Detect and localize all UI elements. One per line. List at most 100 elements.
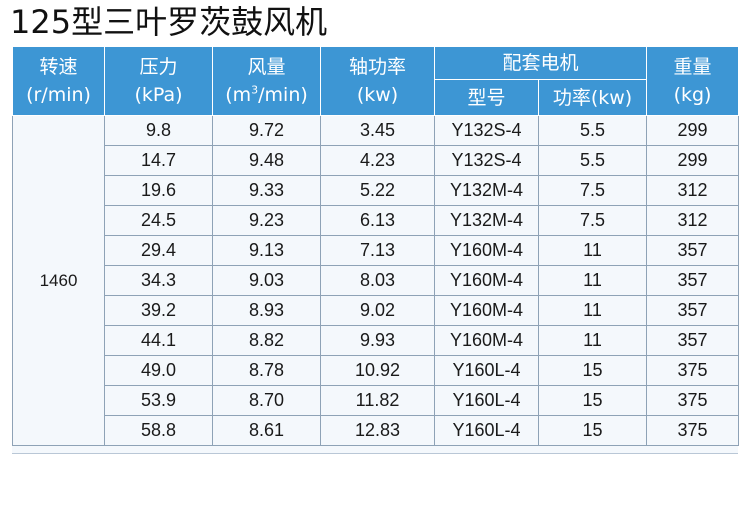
table-row: 19.6 9.33 5.22 Y132M-4 7.5 312	[13, 175, 740, 206]
cell-model: Y132S-4	[434, 145, 539, 176]
cell-model: Y160M-4	[434, 325, 539, 356]
cell-power: 15	[537, 415, 648, 446]
cell-airflow: 8.82	[212, 325, 321, 356]
cell-airflow: 8.70	[212, 385, 321, 416]
cell-model: Y160L-4	[434, 355, 539, 386]
table-row: 24.5 9.23 6.13 Y132M-4 7.5 312	[13, 205, 740, 236]
header-speed-name: 转速	[39, 56, 78, 78]
header-shaft-power-unit: (kw)	[356, 84, 399, 106]
header-pressure-name: 压力	[139, 56, 178, 78]
cell-pressure: 29.4	[104, 235, 213, 266]
cell-airflow: 9.33	[212, 175, 321, 206]
cell-shaft-power: 10.92	[320, 355, 435, 386]
cell-weight: 357	[646, 325, 740, 356]
cell-pressure: 19.6	[104, 175, 213, 206]
cell-pressure: 58.8	[104, 415, 213, 446]
table-row: 53.9 8.70 11.82 Y160L-4 15 375	[13, 385, 740, 416]
cell-weight: 357	[646, 295, 740, 326]
cell-model: Y160M-4	[434, 235, 539, 266]
header-motor-power: 功率(kw)	[537, 79, 648, 116]
cell-model: Y160L-4	[434, 415, 539, 446]
cell-pressure: 14.7	[104, 145, 213, 176]
header-pressure-unit: (kPa)	[134, 84, 183, 106]
table-row: 44.1 8.82 9.93 Y160M-4 11 357	[13, 325, 740, 356]
cell-weight: 375	[646, 355, 740, 386]
cell-shaft-power: 4.23	[320, 145, 435, 176]
cell-model: Y132M-4	[434, 175, 539, 206]
header-weight-unit: (kg)	[673, 84, 712, 106]
cell-airflow: 8.93	[212, 295, 321, 326]
table-row: 34.3 9.03 8.03 Y160M-4 11 357	[13, 265, 740, 296]
spec-table-container: 转速 (r/min) 压力 (kPa) 风量 (m3/min) 轴功率 (kw)…	[12, 46, 740, 454]
cell-shaft-power: 9.93	[320, 325, 435, 356]
cell-weight: 299	[646, 145, 740, 176]
table-row: 39.2 8.93 9.02 Y160M-4 11 357	[13, 295, 740, 326]
cell-model: Y160M-4	[434, 295, 539, 326]
cell-pressure: 53.9	[104, 385, 213, 416]
header-pressure: 压力 (kPa)	[104, 46, 213, 116]
cell-pressure: 9.8	[104, 115, 213, 146]
cell-weight: 357	[646, 235, 740, 266]
header-speed-unit: (r/min)	[26, 84, 91, 106]
cell-airflow: 9.03	[212, 265, 321, 296]
table-row: 29.4 9.13 7.13 Y160M-4 11 357	[13, 235, 740, 266]
cell-power: 11	[537, 235, 648, 266]
cell-weight: 299	[646, 115, 740, 146]
header-speed: 转速 (r/min)	[12, 46, 105, 116]
cell-power: 15	[537, 355, 648, 386]
cell-pressure: 34.3	[104, 265, 213, 296]
table-row: 1460 9.8 9.72 3.45 Y132S-4 5.5 299	[12, 115, 740, 446]
cell-shaft-power: 7.13	[320, 235, 435, 266]
header-motor: 配套电机	[433, 46, 648, 80]
bottom-spacer	[0, 470, 750, 527]
cell-pressure: 39.2	[104, 295, 213, 326]
cell-weight: 312	[646, 175, 740, 206]
cell-shaft-power: 12.83	[320, 415, 435, 446]
cell-pressure: 24.5	[104, 205, 213, 236]
cell-airflow: 8.61	[212, 415, 321, 446]
cell-weight: 375	[646, 415, 740, 446]
header-weight: 重量 (kg)	[646, 46, 740, 116]
cell-airflow: 9.48	[212, 145, 321, 176]
cell-airflow: 9.23	[212, 205, 321, 236]
cell-shaft-power: 6.13	[320, 205, 435, 236]
cell-airflow: 9.72	[212, 115, 321, 146]
table-row: 14.7 9.48 4.23 Y132S-4 5.5 299	[13, 145, 740, 176]
page-title: 125型三叶罗茨鼓风机	[10, 3, 328, 41]
speed-cell: 1460	[12, 115, 105, 446]
header-motor-model: 型号	[434, 79, 539, 116]
cell-airflow: 8.78	[212, 355, 321, 386]
cell-shaft-power: 8.03	[320, 265, 435, 296]
cell-pressure: 49.0	[104, 355, 213, 386]
cell-power: 5.5	[537, 115, 648, 146]
cell-model: Y160L-4	[434, 385, 539, 416]
cell-power: 11	[537, 265, 648, 296]
cell-model: Y132S-4	[434, 115, 539, 146]
spec-table-body: 1460 9.8 9.72 3.45 Y132S-4 5.5 299 14.7 9.48 4.23…	[12, 115, 740, 446]
header-shaft-power: 轴功率 (kw)	[320, 46, 435, 116]
cell-weight: 357	[646, 265, 740, 296]
header-airflow: 风量 (m3/min)	[212, 46, 321, 116]
header-shaft-power-name: 轴功率	[348, 56, 406, 78]
cell-shaft-power: 5.22	[320, 175, 435, 206]
spec-table: 转速 (r/min) 压力 (kPa) 风量 (m3/min) 轴功率 (kw)…	[12, 46, 740, 446]
cell-model: Y160M-4	[434, 265, 539, 296]
header-airflow-name: 风量	[247, 56, 286, 78]
table-row: 58.8 8.61 12.83 Y160L-4 15 375	[13, 415, 740, 446]
cell-shaft-power: 3.45	[320, 115, 435, 146]
cell-weight: 375	[646, 385, 740, 416]
cell-power: 7.5	[537, 205, 648, 236]
header-weight-name: 重量	[673, 56, 712, 78]
cell-power: 11	[537, 325, 648, 356]
cell-pressure: 44.1	[104, 325, 213, 356]
cell-airflow: 9.13	[212, 235, 321, 266]
cell-shaft-power: 9.02	[320, 295, 435, 326]
cell-power: 11	[537, 295, 648, 326]
table-row: 49.0 8.78 10.92 Y160L-4 15 375	[13, 355, 740, 386]
header-airflow-unit: (m3/min)	[225, 83, 308, 106]
cell-power: 7.5	[537, 175, 648, 206]
cell-power: 15	[537, 385, 648, 416]
cell-power: 5.5	[537, 145, 648, 176]
cell-model: Y132M-4	[434, 205, 539, 236]
cell-shaft-power: 11.82	[320, 385, 435, 416]
